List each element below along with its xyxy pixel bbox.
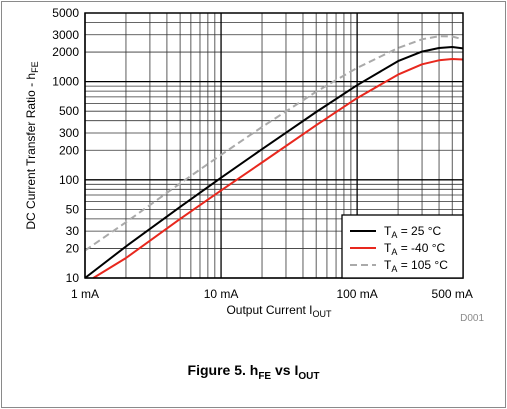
y-tick-label: 10 (66, 271, 80, 285)
y-tick-label: 50 (66, 202, 80, 216)
caption-mid: vs I (271, 362, 299, 378)
y-tick-label: 1000 (52, 75, 79, 89)
legend-label-2: TA = -40 °C (384, 241, 446, 257)
x-axis-label-main: Output Current I (226, 303, 312, 317)
y-tick-label: 100 (59, 173, 79, 187)
y-tick-label: 2000 (52, 45, 79, 59)
series-line-1 (84, 46, 464, 279)
plot-border (84, 12, 464, 279)
legend-box (341, 214, 464, 279)
x-axis-label-sub: OUT (313, 309, 333, 319)
chart-id-label: D001 (460, 313, 484, 324)
caption-sub-1: FE (258, 370, 272, 382)
x-tick-label: 500 mA (432, 287, 473, 301)
grid-minor (85, 12, 464, 278)
y-axis-label: DC Current Transfer Ratio - hFE (24, 61, 40, 229)
y-tick-labels: 10 20 30 50 100 200 300 500 1000 2000 3000 5000 (52, 6, 79, 285)
y-axis-label-sub: FE (30, 61, 40, 73)
x-tick-label: 10 mA (204, 287, 239, 301)
figure-caption: Figure 5. hFE vs IOUT (0, 362, 507, 382)
x-axis-label: Output Current IOUT (226, 303, 332, 319)
legend: TA = 25 °CTA = -40 °CTA = 105 °C (341, 214, 464, 279)
x-tick-label: 1 mA (71, 287, 99, 301)
y-tick-label: 200 (59, 143, 79, 157)
series-line-3 (84, 35, 464, 252)
y-tick-label: 5000 (52, 6, 79, 20)
legend-label-3: TA = 105 °C (384, 258, 448, 274)
series-line-2 (92, 58, 464, 279)
y-tick-label: 3000 (52, 28, 79, 42)
y-tick-label: 500 (59, 104, 79, 118)
caption-main: Figure 5. h (187, 362, 259, 378)
y-tick-label: 300 (59, 126, 79, 140)
x-tick-label: 100 mA (336, 287, 377, 301)
x-tick-labels: 1 mA 10 mA 100 mA 500 mA (71, 287, 473, 301)
legend-label-1: TA = 25 °C (384, 224, 442, 240)
y-tick-label: 20 (66, 241, 80, 255)
y-axis-label-main: DC Current Transfer Ratio - h (24, 73, 38, 230)
series-layer (84, 35, 464, 279)
y-tick-label: 30 (66, 224, 80, 238)
caption-sub-2: OUT (298, 370, 320, 382)
